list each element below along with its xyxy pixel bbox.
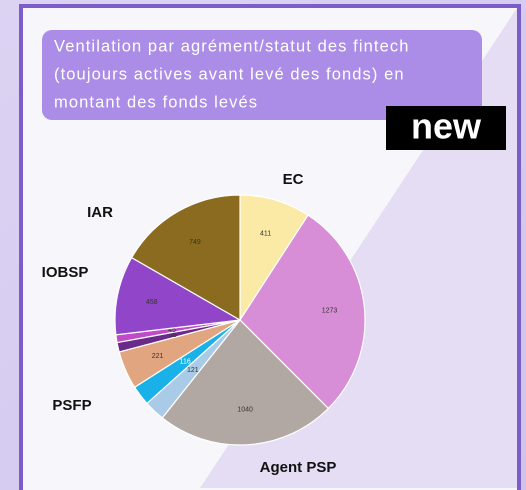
value-label: 458: [146, 299, 158, 306]
title-line: (toujours actives avant levé des fonds) …: [54, 65, 405, 83]
value-label: 411: [260, 231, 271, 238]
category-label: PSFP: [52, 397, 91, 414]
value-label: 121: [187, 367, 199, 374]
pie-slice: [130, 194, 241, 322]
title-box: [42, 30, 482, 120]
value-label: 749: [189, 239, 201, 246]
value-label: 221: [152, 353, 164, 360]
value-label: 1273: [322, 307, 338, 314]
pie-slice: [239, 214, 366, 410]
category-label: IAR: [87, 204, 113, 221]
pie-slice: [161, 319, 330, 446]
category-label: IOBSP: [42, 264, 89, 281]
value-label: 116: [180, 358, 191, 365]
badge: [386, 106, 506, 150]
title-line: montant des fonds levés: [54, 93, 258, 111]
value-label: 1040: [237, 407, 253, 414]
value-label: 45: [168, 327, 176, 334]
badge-text: new: [411, 106, 482, 147]
category-label: EC: [283, 171, 304, 188]
pie-slice: [114, 256, 242, 336]
title-line: Ventilation par agrément/statut des fint…: [54, 37, 410, 55]
category-label: Agent PSP: [260, 459, 337, 476]
value-label: 55: [169, 332, 177, 339]
